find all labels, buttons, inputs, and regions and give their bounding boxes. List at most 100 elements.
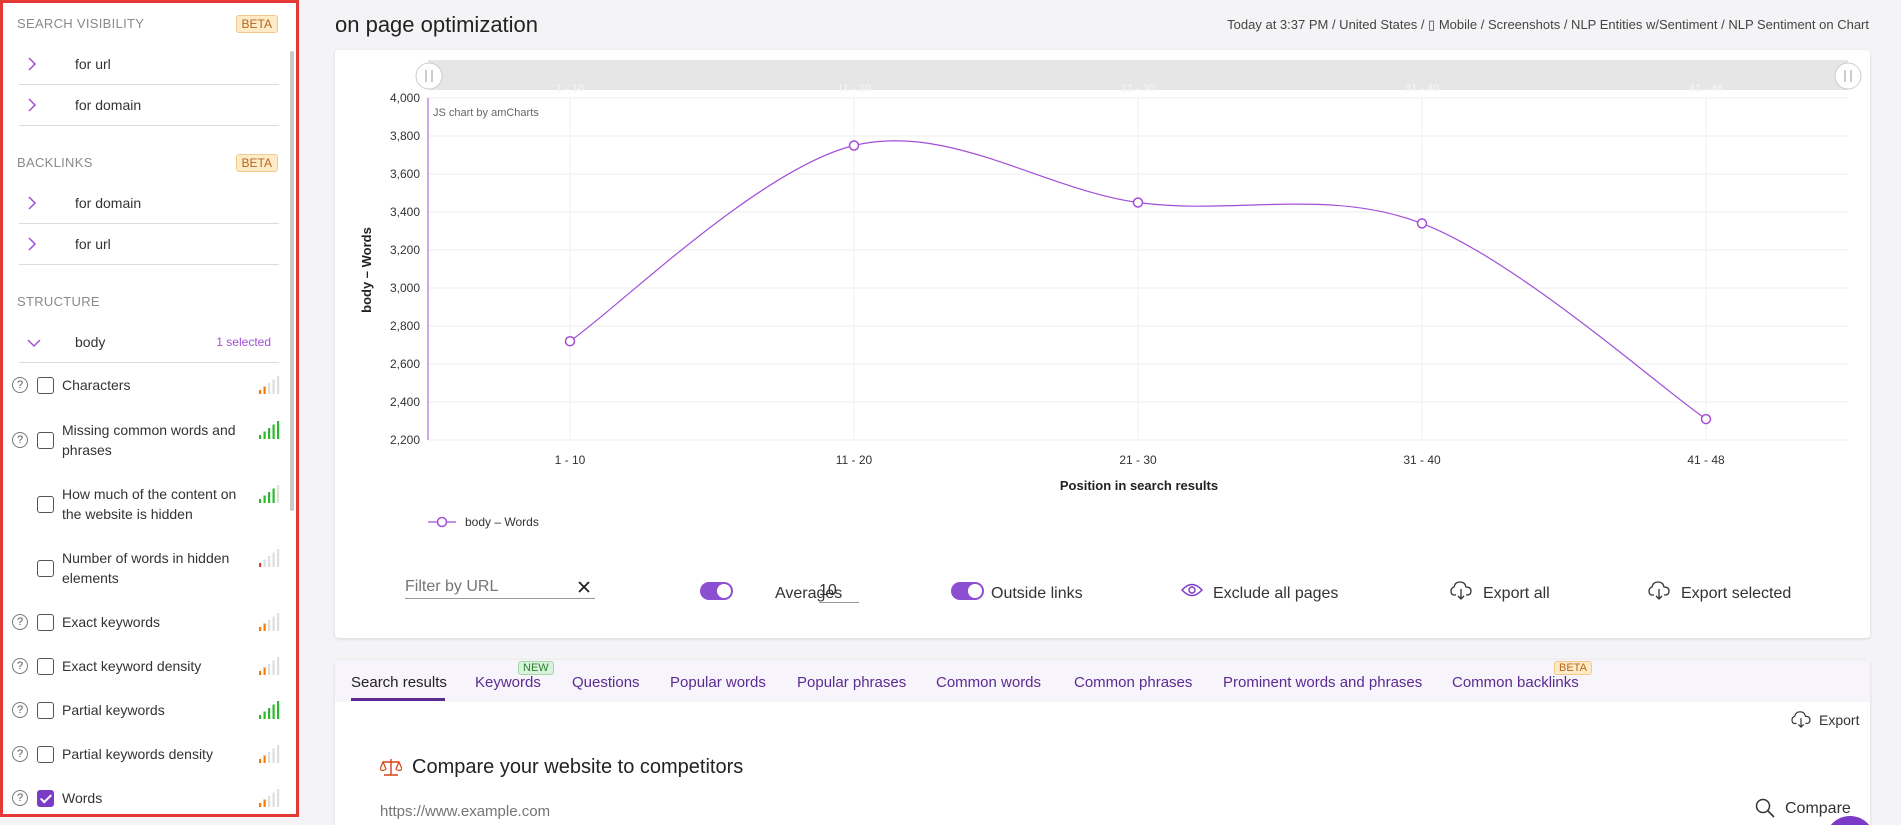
tab-prominent-words-and-phrases[interactable]: Prominent words and phrases [1223,674,1423,691]
signal-bar [277,376,280,394]
data-point[interactable] [1700,413,1712,425]
range-handle-left[interactable] [415,62,443,90]
chart-range-strip[interactable] [428,60,1848,90]
tab-common-words[interactable]: Common words [936,674,1042,691]
signal-strength-icon [259,549,280,567]
x-tick-label: 11 - 20 [836,453,873,467]
signal-bar [259,803,262,807]
metric-checkbox[interactable] [37,702,54,719]
signal-bar [268,708,271,719]
metric-label: Exact keywords [62,614,161,630]
signal-bar [272,488,275,503]
y-tick-label: 4,000 [390,91,420,105]
filter-url-input[interactable] [405,575,595,599]
export-all-label: Export all [1483,585,1550,602]
signal-bar [268,664,271,675]
signal-strength-icon [259,701,280,719]
help-icon[interactable]: ? [12,658,28,674]
tab-questions[interactable]: Questions [572,674,640,691]
active-tab-indicator [351,698,445,701]
metric-row[interactable]: ? Exact keywords [3,612,283,632]
help-icon[interactable]: ? [12,790,28,806]
metric-label: Partial keywords [62,702,165,718]
metric-row[interactable]: ? Partial keywords [3,700,283,720]
sidebar-item-backlinks-domain[interactable]: for domain [19,183,279,224]
signal-bar [272,552,275,567]
metric-checkbox[interactable] [37,377,54,394]
signal-bar [277,745,280,763]
chevron-right-icon [28,237,37,251]
x-axis-label: Position in search results [1060,478,1218,493]
help-icon[interactable]: ? [12,614,28,630]
help-chat-button[interactable] [1825,816,1875,825]
help-icon[interactable]: ? [12,432,28,448]
metric-checkbox[interactable] [37,658,54,675]
signal-bar [277,657,280,675]
signal-bar [259,715,262,719]
metric-checkbox[interactable] [37,496,54,513]
scales-icon [380,759,402,776]
tab-popular-phrases[interactable]: Popular phrases [797,674,907,691]
metric-row[interactable]: ? Characters [3,375,283,395]
clear-icon[interactable] [577,580,591,594]
tab-common-backlinks[interactable]: Common backlinks [1452,674,1579,691]
metric-checkbox[interactable] [37,614,54,631]
website-url-input[interactable] [380,797,1480,825]
signal-strength-icon [259,745,280,763]
data-point[interactable] [1416,218,1428,229]
search-icon [1755,798,1775,818]
metric-row[interactable]: Number of words in hidden elements [3,548,283,588]
outside-links-toggle[interactable] [951,582,984,600]
section-title-search-visibility: SEARCH VISIBILITY [17,16,145,31]
sidebar-item-body[interactable]: body 1 selected [19,322,279,363]
help-icon[interactable]: ? [12,377,28,393]
metric-row[interactable]: ? Exact keyword density [3,656,283,676]
metric-row[interactable]: How much of the content on the website i… [3,484,283,524]
y-axis-label: body – Words [359,227,374,313]
metric-checkbox[interactable] [37,432,54,449]
signal-bar [272,424,275,439]
x-tick-label: 41 - 48 [1687,453,1725,467]
chevron-right-icon [28,57,37,71]
sidebar-item-search-visibility-url[interactable]: for url [19,44,279,85]
signal-bar [263,495,266,503]
metric-checkbox[interactable] [37,746,54,763]
metric-row[interactable]: ? Words [3,788,283,808]
data-point[interactable] [848,140,860,151]
metric-checkbox[interactable] [37,790,54,807]
averages-toggle[interactable] [700,582,733,600]
line-chart: 1 - 10 11 - 20 21 - 30 31 - 40 41 - 48 JS ch… [359,60,1862,529]
y-tick-label: 2,600 [390,357,420,371]
metric-checkbox[interactable] [37,560,54,577]
tab-common-phrases[interactable]: Common phrases [1074,674,1193,691]
y-tick-label: 3,200 [390,243,420,257]
section-title-backlinks: BACKLINKS [17,155,93,170]
section-title-structure: STRUCTURE [17,294,100,309]
data-point[interactable] [564,335,576,347]
signal-bar [277,421,280,439]
report-meta: Today at 3:37 PM / United States / ▯ Mob… [1227,17,1869,32]
y-tick-label: 3,800 [390,129,420,143]
legend-item[interactable]: body – Words [428,515,539,529]
metric-row[interactable]: ? Partial keywords density [3,744,283,764]
data-point[interactable] [1132,197,1144,208]
averages-input[interactable] [819,579,859,603]
range-strip-label: 11 - 20 [837,83,870,95]
signal-bar [259,671,262,675]
help-icon[interactable]: ? [12,746,28,762]
metric-row[interactable]: ? Missing common words and phrases [3,420,283,460]
sidebar-item-label: for url [75,236,111,252]
sidebar-scrollbar[interactable] [290,51,294,511]
signal-bar [277,701,280,719]
tab-popular-words[interactable]: Popular words [670,674,766,691]
sidebar-item-backlinks-url[interactable]: for url [19,224,279,265]
signal-bar [277,613,280,631]
sidebar-item-label: for domain [75,97,142,113]
signal-bar [268,556,271,567]
tab-keywords[interactable]: Keywords [475,674,541,691]
range-handle-right[interactable] [1834,62,1862,90]
help-icon[interactable]: ? [12,702,28,718]
tab-search-results[interactable]: Search results [351,674,447,691]
signal-bar [263,667,266,675]
sidebar-item-search-visibility-domain[interactable]: for domain [19,85,279,126]
